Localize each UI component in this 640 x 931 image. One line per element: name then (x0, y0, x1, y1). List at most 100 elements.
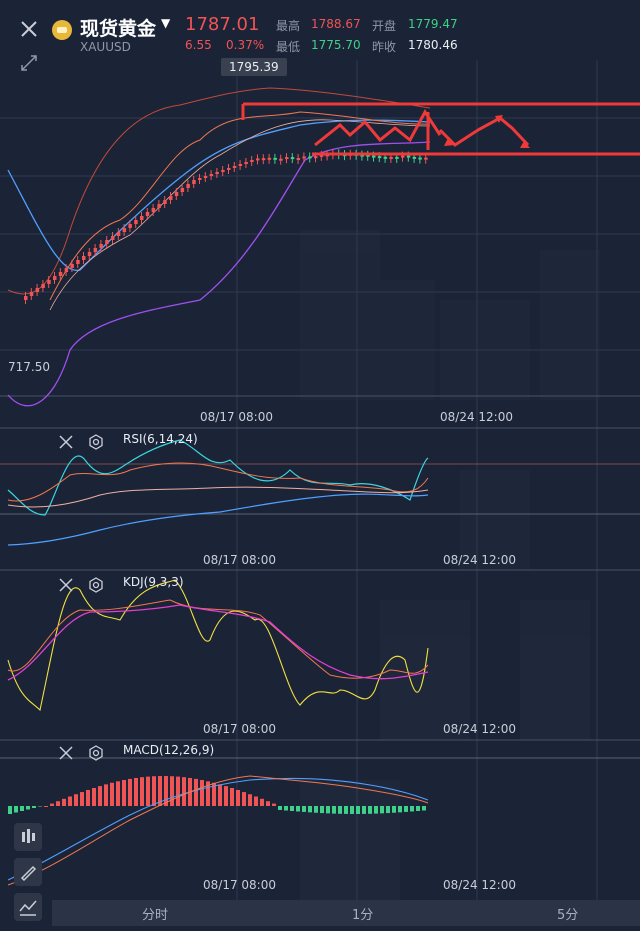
macd-bar (242, 792, 246, 806)
macd-bar (332, 806, 336, 814)
macd-bar (68, 796, 72, 806)
high-value: 1788.67 (311, 17, 361, 31)
tab-5min[interactable]: 5分 (557, 904, 578, 923)
macd-bar (170, 776, 174, 806)
macd-bar (182, 777, 186, 806)
macd-bar (290, 806, 294, 811)
macd-bar (356, 806, 360, 814)
macd-bar (104, 784, 108, 806)
price-change-pct: 0.37% (226, 38, 264, 52)
candle (215, 172, 219, 174)
open-label: 开盘 (372, 17, 396, 34)
close-icon[interactable] (58, 577, 74, 593)
candle (146, 212, 150, 216)
macd-bar (80, 792, 84, 806)
prev-close-label: 昨收 (372, 38, 396, 55)
macd-bar (368, 806, 372, 814)
candle (70, 264, 74, 268)
macd-bar (92, 788, 96, 806)
candle (152, 208, 156, 212)
macd-bar (248, 794, 252, 806)
candlestick-icon[interactable] (14, 823, 42, 851)
candle (163, 200, 167, 204)
candle (273, 158, 277, 160)
macd-bar (362, 806, 366, 814)
price-change: 6.55 (185, 38, 212, 52)
macd-bar (176, 777, 180, 806)
candle (169, 196, 173, 200)
axis-value: 717.50 (8, 360, 50, 374)
macd-bar (296, 806, 300, 811)
gear-icon[interactable] (88, 577, 104, 593)
macd-bar (284, 806, 288, 811)
macd-bar (50, 804, 54, 806)
candle (424, 158, 428, 160)
gear-icon[interactable] (88, 434, 104, 450)
candle (262, 158, 266, 160)
macd-bar (410, 806, 414, 811)
low-value: 1775.70 (311, 38, 361, 52)
candle (227, 168, 231, 170)
symbol-name[interactable]: 现货黄金 (80, 14, 156, 41)
candle (285, 157, 289, 159)
fullscreen-icon[interactable] (20, 54, 36, 70)
candle (111, 236, 115, 240)
candle (378, 156, 382, 158)
tab-1min[interactable]: 1分 (352, 904, 373, 923)
macd-bar (386, 806, 390, 813)
macd-bar (134, 778, 138, 806)
candle (198, 178, 202, 180)
candle (268, 158, 272, 160)
macd-bar (398, 806, 402, 812)
macd-bar (62, 799, 66, 806)
candle (175, 192, 179, 196)
tab-timeshare[interactable]: 分时 (142, 904, 168, 923)
candle (418, 158, 422, 160)
macd-bar (416, 806, 420, 811)
pen-icon[interactable] (14, 858, 42, 886)
macd-bar (344, 806, 348, 814)
macd-bar (32, 806, 36, 808)
time-label: 08/24 12:00 (443, 722, 516, 736)
chevron-down-icon[interactable]: ▼ (161, 16, 170, 30)
macd-bar (14, 806, 18, 813)
macd-bar (44, 806, 48, 807)
rsi-label: RSI(6,14,24) (123, 432, 198, 446)
candle (239, 164, 243, 166)
candle (53, 276, 57, 280)
time-label: 08/17 08:00 (200, 410, 273, 424)
macd-bar (26, 806, 30, 810)
close-icon[interactable] (58, 434, 74, 450)
candle (210, 174, 214, 176)
candle (279, 159, 283, 161)
candle (140, 216, 144, 220)
candle (389, 157, 393, 159)
macd-bar (140, 777, 144, 806)
macd-bar (224, 786, 228, 806)
candle (82, 256, 86, 260)
line-icon[interactable] (14, 893, 42, 921)
candle (99, 244, 103, 248)
price-tooltip: 1795.39 (221, 58, 287, 76)
candle (36, 288, 40, 292)
low-label: 最低 (276, 38, 300, 55)
candle (297, 158, 301, 160)
candle (192, 180, 196, 184)
candle (221, 170, 225, 172)
macd-bar (272, 804, 276, 806)
candle (186, 184, 190, 188)
macd-bar (98, 786, 102, 806)
candle (41, 284, 45, 288)
close-icon[interactable] (20, 20, 36, 36)
gear-icon[interactable] (88, 745, 104, 761)
candle (123, 228, 127, 232)
symbol-code: XAUUSD (80, 40, 131, 54)
candle (65, 268, 69, 272)
close-icon[interactable] (58, 745, 74, 761)
candle (250, 160, 254, 162)
candle (407, 156, 411, 158)
macd-bar (236, 790, 240, 806)
candle (128, 224, 132, 228)
macd-bar (278, 806, 282, 810)
